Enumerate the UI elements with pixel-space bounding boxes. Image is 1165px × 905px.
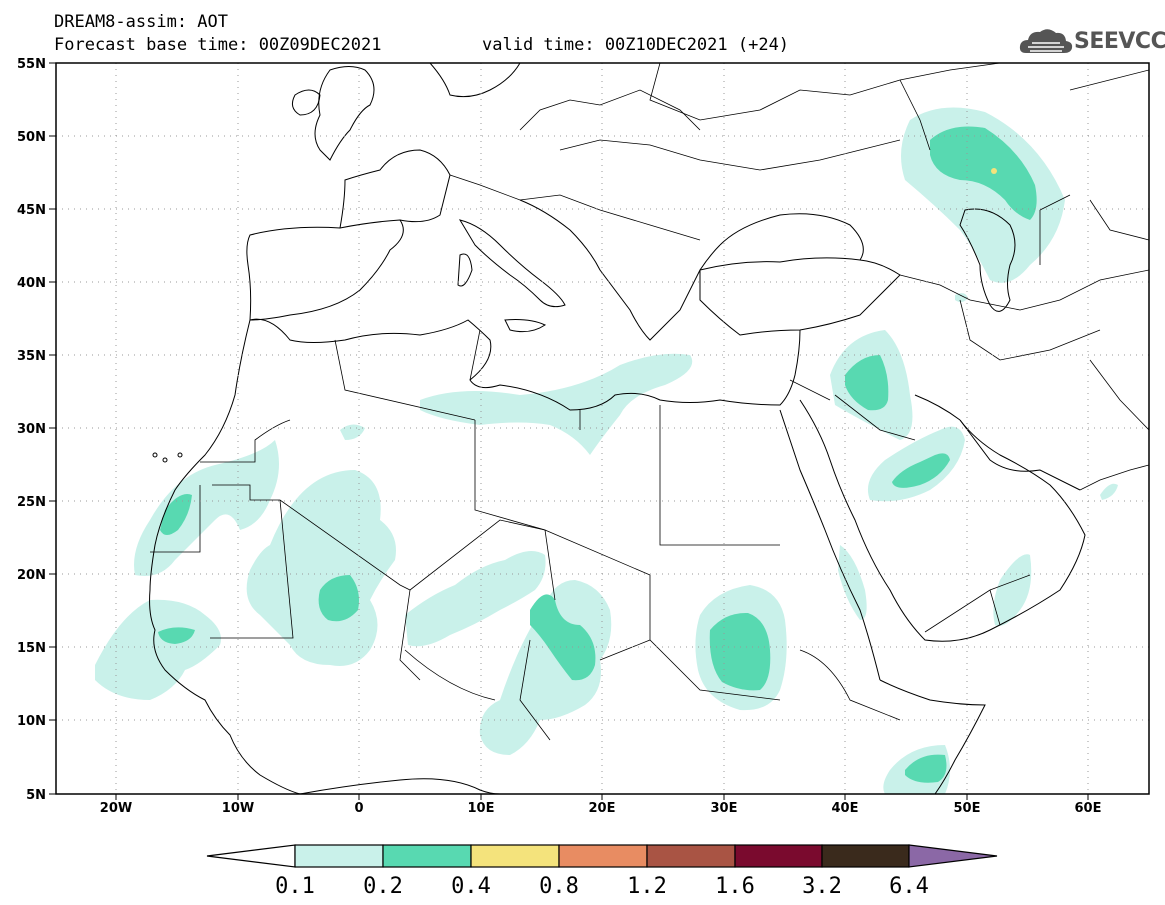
lat-label: 10N <box>17 714 46 729</box>
colorbar-label: 0.2 <box>363 874 403 899</box>
colorbar-segment <box>558 844 648 868</box>
aot-level-0.2 <box>158 126 1037 783</box>
aot-level-0.4 <box>991 168 997 174</box>
lon-label: 40E <box>832 801 859 816</box>
country-borders <box>150 63 1149 741</box>
colorbar-labels: 0.1 0.2 0.4 0.8 1.2 1.6 3.2 6.4 <box>275 874 929 899</box>
gridlines <box>56 63 1149 794</box>
map-title: DREAM8-assim: AOT <box>54 12 228 32</box>
lon-label: 50E <box>954 801 981 816</box>
lat-ticks <box>49 62 56 795</box>
colorbar-segment <box>734 844 823 868</box>
lon-label: 0 <box>354 801 363 816</box>
lat-label: 25N <box>17 495 46 510</box>
colorbar-label: 6.4 <box>889 874 929 899</box>
colorbar-segment <box>646 844 736 868</box>
colorbar-left-arrow <box>206 844 296 868</box>
lon-axis: 20W 10W 0 10E 20E 30E 40E 50E 60E <box>100 801 1102 816</box>
logo-text: SEEVCCC <box>1074 29 1165 54</box>
lat-label: 55N <box>17 57 46 72</box>
colorbar-label: 0.4 <box>451 874 491 899</box>
lon-label: 60E <box>1075 801 1102 816</box>
lat-label: 15N <box>17 641 46 656</box>
forecast-base-time: Forecast base time: 00Z09DEC2021 <box>54 35 382 55</box>
cloud-icon <box>1019 29 1073 53</box>
lat-axis: 55N 50N 45N 40N 35N 30N 25N 20N 15N 10N … <box>17 57 46 803</box>
lat-label: 40N <box>17 276 46 291</box>
coastlines <box>149 63 1086 794</box>
colorbar-segment <box>470 844 560 868</box>
colorbar-label: 3.2 <box>802 874 842 899</box>
lat-label: 20N <box>17 568 46 583</box>
colorbar-segment <box>294 844 384 868</box>
colorbar <box>206 844 998 868</box>
seevccc-logo: SEEVCCC <box>1018 25 1165 59</box>
colorbar-segment <box>382 844 472 868</box>
colorbar-label: 0.1 <box>275 874 315 899</box>
lat-label: 5N <box>26 788 46 803</box>
colorbar-right-arrow <box>908 844 998 868</box>
lat-label: 50N <box>17 130 46 145</box>
colorbar-label: 1.6 <box>715 874 755 899</box>
lat-label: 45N <box>17 203 46 218</box>
lon-ticks <box>115 794 1089 800</box>
lat-label: 35N <box>17 349 46 364</box>
colorbar-segment <box>821 844 910 868</box>
lon-label: 10E <box>468 801 495 816</box>
lon-label: 20W <box>100 801 132 816</box>
lon-label: 20E <box>589 801 616 816</box>
valid-time: valid time: 00Z10DEC2021 (+24) <box>482 35 790 55</box>
lon-label: 30E <box>711 801 738 816</box>
colorbar-label: 1.2 <box>627 874 667 899</box>
lon-label: 10W <box>222 801 254 816</box>
lat-label: 30N <box>17 422 46 437</box>
colorbar-label: 0.8 <box>539 874 579 899</box>
